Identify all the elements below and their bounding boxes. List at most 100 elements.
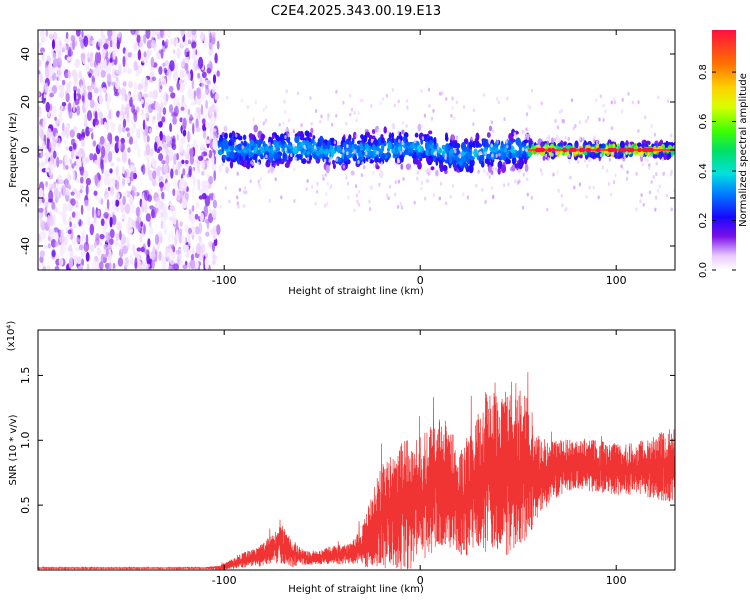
faint-speckle (458, 153, 461, 158)
faint-speckle (576, 160, 580, 164)
faint-speckle (305, 186, 308, 191)
faint-speckle (654, 195, 658, 200)
signal-speckle (400, 163, 404, 170)
noise-speckle (201, 71, 207, 79)
faint-speckle (292, 143, 296, 148)
signal-speckle (292, 145, 298, 154)
noise-speckle (112, 262, 116, 269)
faint-speckle (657, 95, 660, 100)
noise-speckle (105, 142, 111, 154)
noise-speckle (154, 31, 161, 36)
noise-speckle (152, 115, 156, 121)
faint-speckle (346, 144, 349, 149)
faint-speckle (347, 195, 350, 200)
faint-speckle (425, 169, 428, 174)
noise-speckle (143, 131, 146, 143)
faint-speckle (578, 182, 582, 187)
noise-speckle (115, 167, 119, 176)
noise-speckle (200, 159, 205, 171)
faint-speckle (588, 185, 591, 190)
faint-speckle (484, 200, 487, 205)
noise-speckle (68, 244, 73, 252)
noise-speckle (205, 99, 209, 110)
signal-speckle (374, 156, 378, 163)
signal-speckle (401, 129, 405, 134)
signal-speckle (645, 140, 651, 146)
noise-speckle (143, 51, 147, 58)
faint-speckle (310, 122, 313, 127)
faint-speckle (354, 184, 358, 189)
noise-speckle (99, 237, 103, 247)
noise-speckle (107, 175, 113, 185)
noise-speckle (79, 189, 83, 194)
noise-speckle (171, 138, 175, 144)
noise-speckle (97, 38, 103, 48)
noise-speckle (107, 151, 113, 163)
noise-speckle (110, 162, 115, 167)
noise-speckle (80, 184, 85, 190)
noise-speckle (163, 163, 169, 174)
noise-speckle (176, 47, 181, 60)
noise-speckle (55, 206, 59, 213)
signal-speckle (322, 142, 326, 150)
faint-speckle (416, 176, 419, 181)
noise-speckle (166, 69, 172, 77)
faint-speckle (491, 153, 494, 158)
signal-speckle (347, 153, 353, 158)
noise-speckle (151, 157, 155, 166)
faint-speckle (322, 176, 325, 181)
faint-speckle (561, 203, 564, 208)
noise-speckle (160, 77, 165, 82)
noise-speckle (52, 213, 56, 224)
noise-speckle (191, 205, 195, 212)
noise-speckle (71, 211, 76, 218)
colorbar-tick-label: 0.2 (698, 213, 709, 229)
noise-speckle (124, 168, 130, 179)
noise-speckle (109, 228, 115, 239)
noise-speckle (128, 158, 131, 166)
signal-speckle (257, 139, 263, 144)
faint-speckle (661, 157, 664, 161)
noise-speckle (49, 103, 53, 112)
noise-speckle (124, 106, 130, 116)
noise-speckle (89, 52, 93, 62)
signal-speckle (221, 144, 225, 152)
faint-speckle (521, 129, 524, 134)
faint-speckle (438, 196, 441, 201)
noise-speckle (85, 184, 89, 196)
noise-speckle (179, 82, 185, 93)
noise-speckle (58, 258, 64, 266)
signal-speckle (370, 151, 375, 159)
faint-speckle (262, 107, 266, 112)
faint-speckle (402, 177, 405, 181)
y-tick-label: 40 (19, 47, 32, 61)
noise-speckle (146, 39, 153, 49)
faint-speckle (544, 153, 548, 158)
faint-speckle (393, 103, 396, 108)
noise-speckle (211, 31, 216, 38)
signal-speckle (269, 166, 275, 173)
noise-speckle (96, 247, 102, 256)
noise-speckle (112, 177, 116, 187)
signal-speckle (502, 143, 505, 149)
signal-speckle (475, 132, 480, 142)
faint-speckle (401, 121, 405, 126)
noise-speckle (86, 263, 90, 270)
faint-speckle (475, 183, 478, 188)
faint-speckle (363, 165, 366, 170)
noise-speckle (213, 116, 218, 121)
signal-speckle (381, 143, 385, 153)
faint-speckle (530, 88, 534, 93)
noise-speckle (106, 102, 110, 110)
noise-speckle (140, 246, 145, 253)
noise-speckle (83, 83, 86, 93)
noise-speckle (65, 31, 69, 39)
faint-speckle (596, 140, 599, 145)
noise-speckle (71, 163, 75, 169)
signal-speckle (330, 148, 334, 156)
faint-speckle (321, 173, 325, 178)
x-tick-label: 0 (417, 574, 424, 587)
noise-speckle (151, 39, 157, 49)
faint-speckle (242, 203, 246, 208)
signal-speckle (451, 134, 455, 141)
